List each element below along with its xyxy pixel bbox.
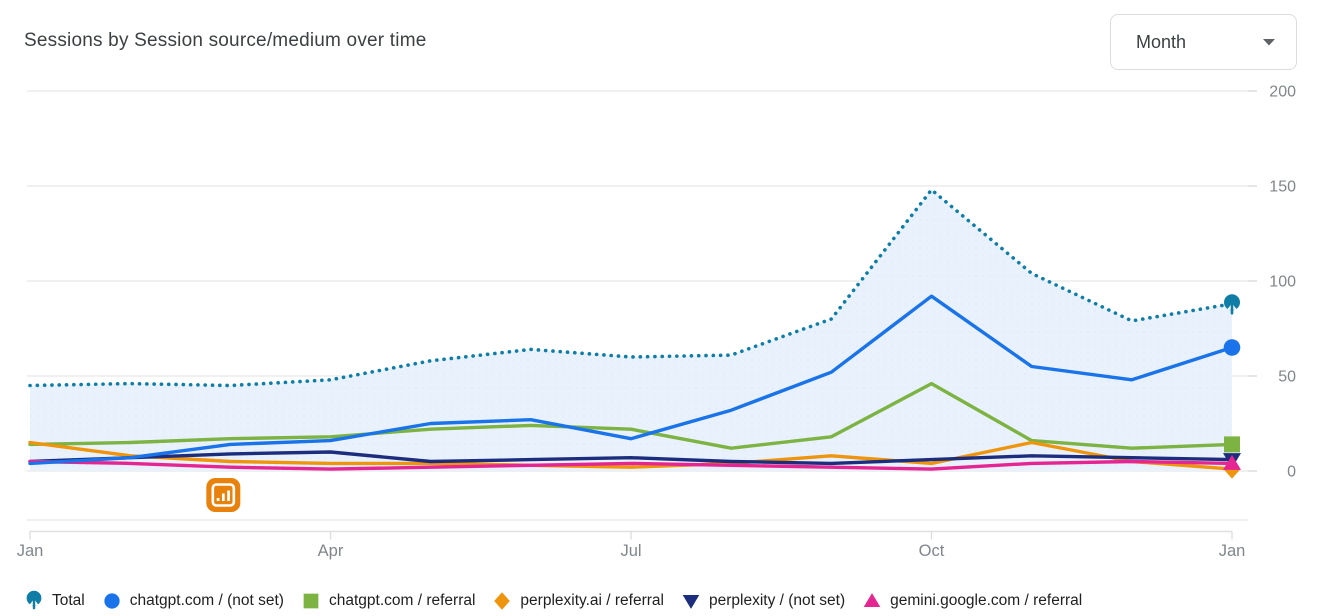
total-area-fill	[30, 189, 1232, 472]
circle-legend-glyph[interactable]	[104, 593, 120, 609]
x-axis-tick-label: Apr	[318, 542, 344, 560]
y-axis-tick-label: 150	[1269, 179, 1296, 196]
square-legend-icon	[303, 593, 319, 609]
diamond-legend-glyph[interactable]	[494, 592, 511, 610]
x-axis-tick-label: Jan	[1219, 542, 1246, 560]
series-endpoint-marker-chatgpt-referral[interactable]	[1224, 436, 1240, 453]
legend-item-total[interactable]: Total	[24, 590, 85, 612]
legend-item-label: Total	[52, 592, 85, 609]
legend-item-label: chatgpt.com / (not set)	[129, 592, 284, 609]
granularity-dropdown-value: Month	[1136, 31, 1187, 52]
triangle-down-legend-glyph[interactable]	[682, 595, 700, 609]
series-endpoint-marker-chatgpt-notset[interactable]	[1223, 339, 1241, 356]
triangle-down-legend-icon	[682, 595, 700, 609]
series-line-gemini-referral[interactable]	[28, 459, 1234, 471]
legend-item-chatgpt-notset[interactable]: chatgpt.com / (not set)	[102, 590, 284, 612]
legend-item-chatgpt-referral[interactable]: chatgpt.com / referral	[301, 590, 475, 612]
series-line-perplexity-notset[interactable]	[28, 450, 1234, 466]
legend-item-label: gemini.google.com / referral	[890, 592, 1083, 609]
balloon-legend-glyph[interactable]	[26, 590, 42, 610]
x-axis-tick-label: Oct	[919, 542, 945, 560]
legend-item-label: perplexity.ai / referral	[520, 592, 664, 609]
y-axis-tick-label: 50	[1278, 369, 1296, 386]
y-axis-tick-label: 200	[1269, 84, 1296, 101]
granularity-dropdown[interactable]: Month	[1110, 14, 1297, 70]
chart-legend: Total chatgpt.com / (not set) chatgpt.com …	[24, 588, 1082, 614]
diamond-legend-icon	[494, 592, 511, 610]
x-axis-tick-label: Jan	[17, 542, 44, 560]
legend-item-label: perplexity / (not set)	[709, 592, 846, 609]
y-axis-tick-label: 100	[1269, 274, 1296, 291]
caret-down-icon	[1263, 39, 1275, 46]
legend-item-perplexity-notset[interactable]: perplexity / (not set)	[681, 590, 845, 612]
legend-item-label: chatgpt.com / referral	[328, 592, 476, 609]
y-axis-tick-label: 0	[1287, 464, 1296, 481]
legend-item-gemini-referral[interactable]: gemini.google.com / referral	[862, 590, 1082, 612]
triangle-up-legend-glyph[interactable]	[863, 593, 881, 607]
series-endpoint-marker-gemini-referral[interactable]	[1223, 454, 1241, 470]
chart-title: Sessions by Session source/medium over t…	[24, 30, 427, 51]
balloon-legend-icon	[26, 590, 42, 610]
x-axis-tick-label: Jul	[620, 542, 641, 560]
triangle-up-legend-icon	[863, 593, 881, 607]
looker-studio-icon[interactable]	[206, 478, 241, 512]
series-line-perplexityai-referral[interactable]	[28, 440, 1234, 471]
legend-item-perplexityai-referral[interactable]: perplexity.ai / referral	[492, 590, 664, 612]
series-line-chatgpt-referral[interactable]	[28, 381, 1234, 450]
circle-legend-icon	[104, 593, 120, 609]
square-legend-glyph[interactable]	[303, 593, 319, 609]
series-line-chatgpt-notset[interactable]	[28, 294, 1234, 466]
series-endpoint-marker-total[interactable]	[1224, 294, 1240, 315]
